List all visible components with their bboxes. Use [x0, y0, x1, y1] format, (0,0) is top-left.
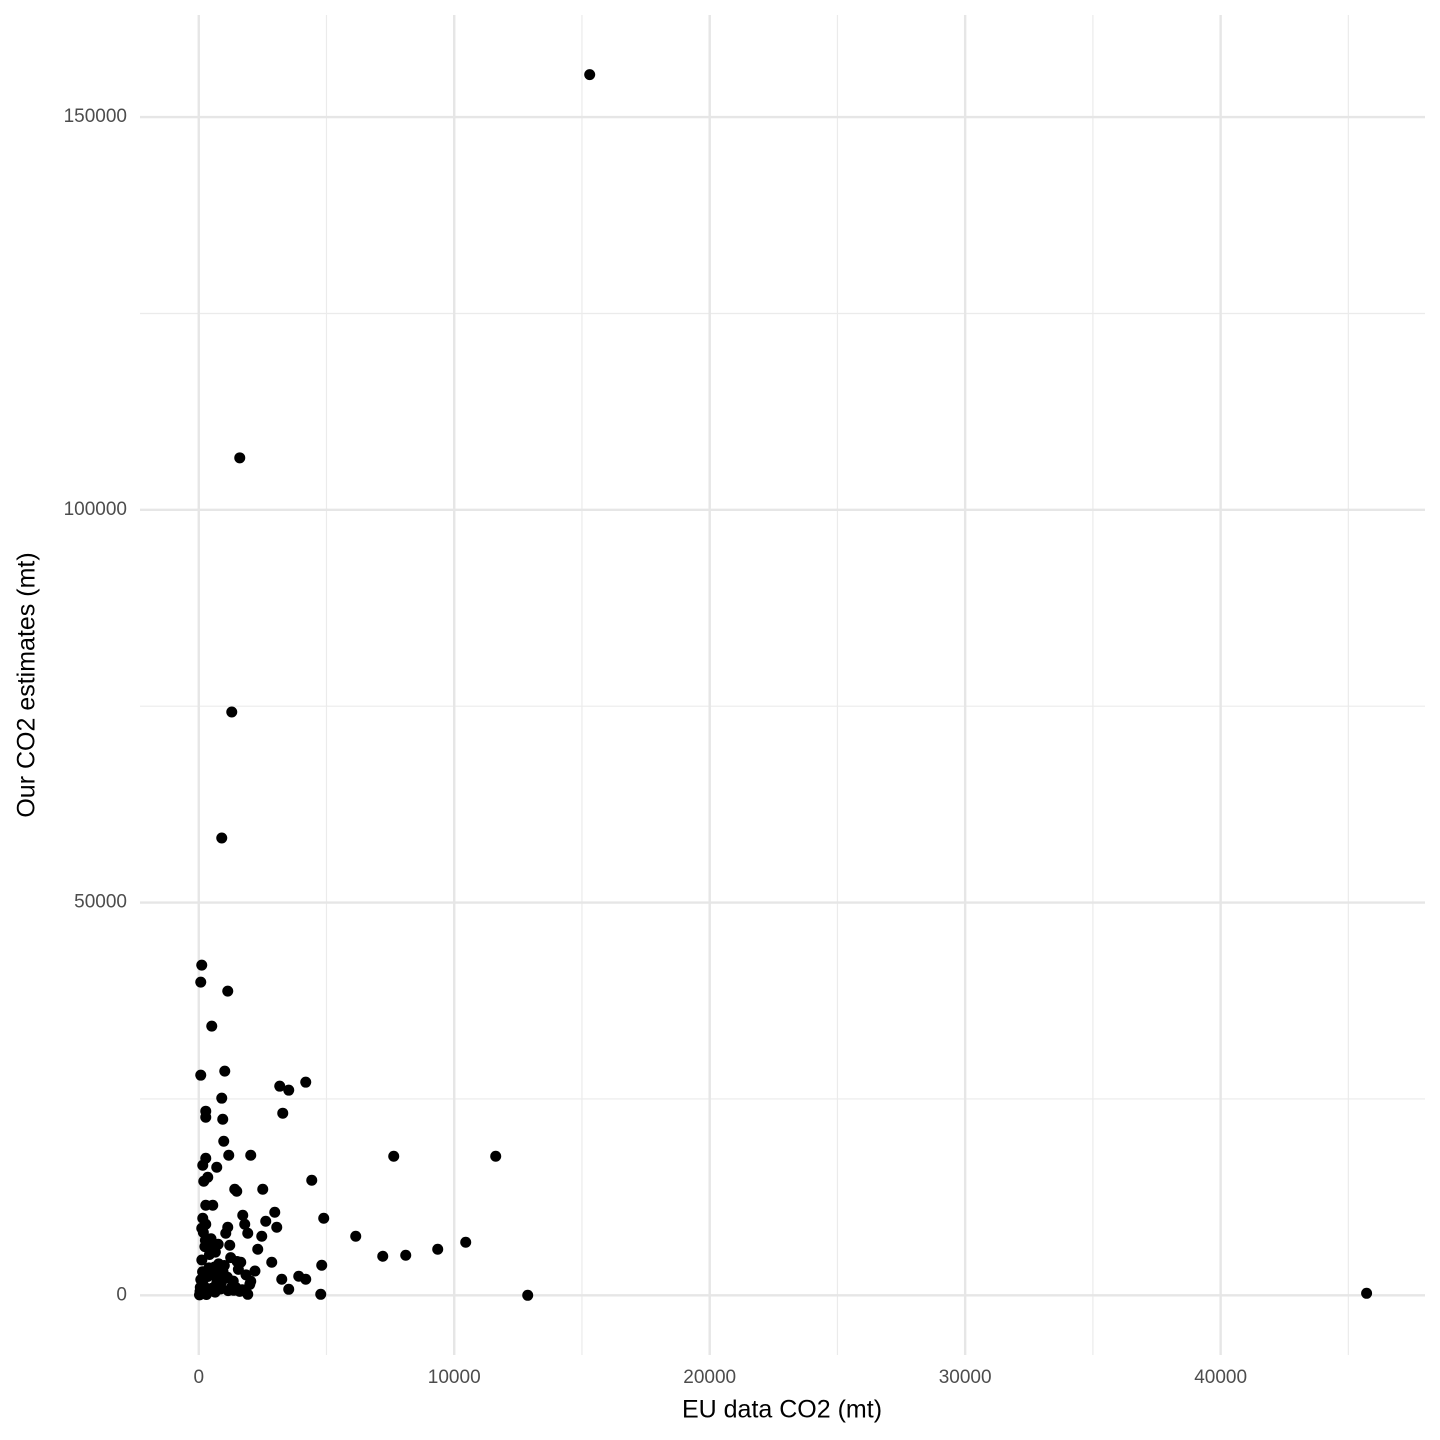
- point: [220, 1227, 232, 1239]
- point: [216, 832, 228, 844]
- point: [257, 1183, 269, 1195]
- point: [400, 1249, 412, 1261]
- point: [432, 1243, 444, 1255]
- point: [218, 1259, 230, 1271]
- point: [300, 1273, 312, 1285]
- point: [283, 1084, 295, 1096]
- point: [277, 1107, 289, 1119]
- y-axis-title: Our CO2 estimates (mt): [13, 552, 41, 817]
- point: [234, 1285, 246, 1297]
- x-tick-label: 20000: [683, 1367, 736, 1388]
- point: [209, 1261, 221, 1273]
- point: [522, 1289, 534, 1301]
- point: [245, 1149, 257, 1161]
- point: [249, 1265, 261, 1277]
- point: [490, 1150, 502, 1162]
- point: [207, 1199, 219, 1211]
- x-tick-label: 10000: [428, 1367, 481, 1388]
- point: [260, 1215, 272, 1227]
- point: [218, 1135, 230, 1147]
- point: [276, 1273, 288, 1285]
- point: [224, 1239, 236, 1251]
- point: [256, 1230, 268, 1242]
- point: [271, 1221, 283, 1233]
- point: [194, 1281, 206, 1293]
- y-tick-label: 50000: [74, 892, 127, 913]
- point: [306, 1174, 318, 1186]
- point: [231, 1185, 243, 1197]
- x-axis-title: EU data CO2 (mt): [682, 1396, 882, 1424]
- point: [234, 452, 246, 464]
- y-tick-label: 0: [116, 1284, 127, 1305]
- point: [211, 1161, 223, 1173]
- point: [195, 976, 207, 988]
- point: [206, 1020, 218, 1032]
- x-tick-label: 40000: [1194, 1367, 1247, 1388]
- point: [196, 959, 208, 971]
- point: [252, 1243, 264, 1255]
- x-tick-label: 0: [193, 1367, 204, 1388]
- point: [300, 1076, 312, 1088]
- point: [1361, 1287, 1373, 1299]
- point: [283, 1283, 295, 1295]
- point: [196, 1254, 208, 1266]
- point: [217, 1113, 229, 1125]
- point: [584, 69, 596, 81]
- point: [226, 706, 238, 718]
- point: [205, 1233, 217, 1245]
- x-tick-label: 30000: [939, 1367, 992, 1388]
- point: [216, 1092, 228, 1104]
- point: [377, 1250, 389, 1262]
- point: [202, 1270, 214, 1282]
- point: [240, 1269, 252, 1281]
- point: [239, 1218, 251, 1230]
- point: [242, 1227, 254, 1239]
- point: [209, 1286, 221, 1298]
- point: [350, 1230, 362, 1242]
- point: [195, 1069, 207, 1081]
- point: [237, 1209, 249, 1221]
- point: [222, 985, 234, 997]
- point: [231, 1256, 243, 1268]
- point: [197, 1226, 209, 1238]
- point: [318, 1212, 330, 1224]
- point: [315, 1288, 327, 1300]
- point: [388, 1150, 400, 1162]
- point: [219, 1065, 231, 1077]
- point: [223, 1149, 235, 1161]
- y-tick-label: 150000: [64, 106, 127, 127]
- y-tick-label: 100000: [64, 499, 127, 520]
- point: [269, 1206, 281, 1218]
- point: [244, 1278, 256, 1290]
- point: [200, 1111, 212, 1123]
- point: [316, 1259, 328, 1271]
- point: [274, 1080, 286, 1092]
- point: [266, 1256, 278, 1268]
- point: [460, 1236, 472, 1248]
- point: [199, 1241, 211, 1253]
- point: [197, 1159, 209, 1171]
- point: [198, 1175, 210, 1187]
- point: [214, 1274, 226, 1286]
